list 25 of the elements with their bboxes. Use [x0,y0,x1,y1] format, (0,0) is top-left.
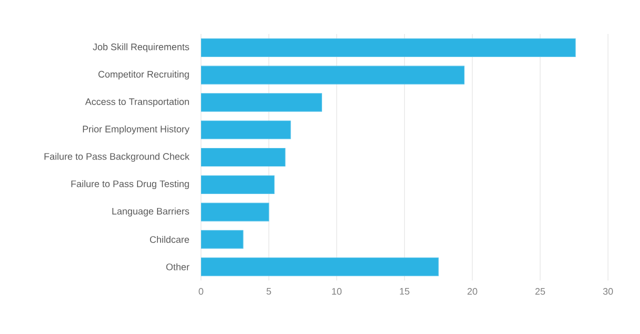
bar [201,93,322,112]
y-tick-label: Access to Transportation [85,98,189,107]
bar [201,258,439,276]
y-tick-label: Failure to Pass Background Check [44,152,190,162]
y-tick-label: Prior Employment History [82,125,190,134]
bar [201,66,464,84]
y-tick-label: Job Skill Requirements [92,43,190,52]
x-tick-label: 10 [332,288,342,295]
y-tick-label: Competitor Recruiting [98,70,189,80]
x-tick-label: 0 [198,288,204,295]
bar [201,202,270,222]
x-tick-label: 25 [535,288,546,295]
x-tick-label: 20 [468,288,478,295]
bar [201,230,244,249]
x-tick-label: 5 [266,288,272,295]
y-tick-label: Language Barriers [112,208,190,216]
y-tick-label: Failure to Pass Drug Testing [71,180,189,190]
bar [201,175,275,194]
x-tick-label: 30 [603,288,613,295]
bar [201,38,576,58]
y-tick-label: Other [166,263,190,270]
y-tick-label: Childcare [150,236,190,243]
bar [201,120,291,140]
bar [201,148,286,167]
x-tick-label: 15 [400,288,410,295]
